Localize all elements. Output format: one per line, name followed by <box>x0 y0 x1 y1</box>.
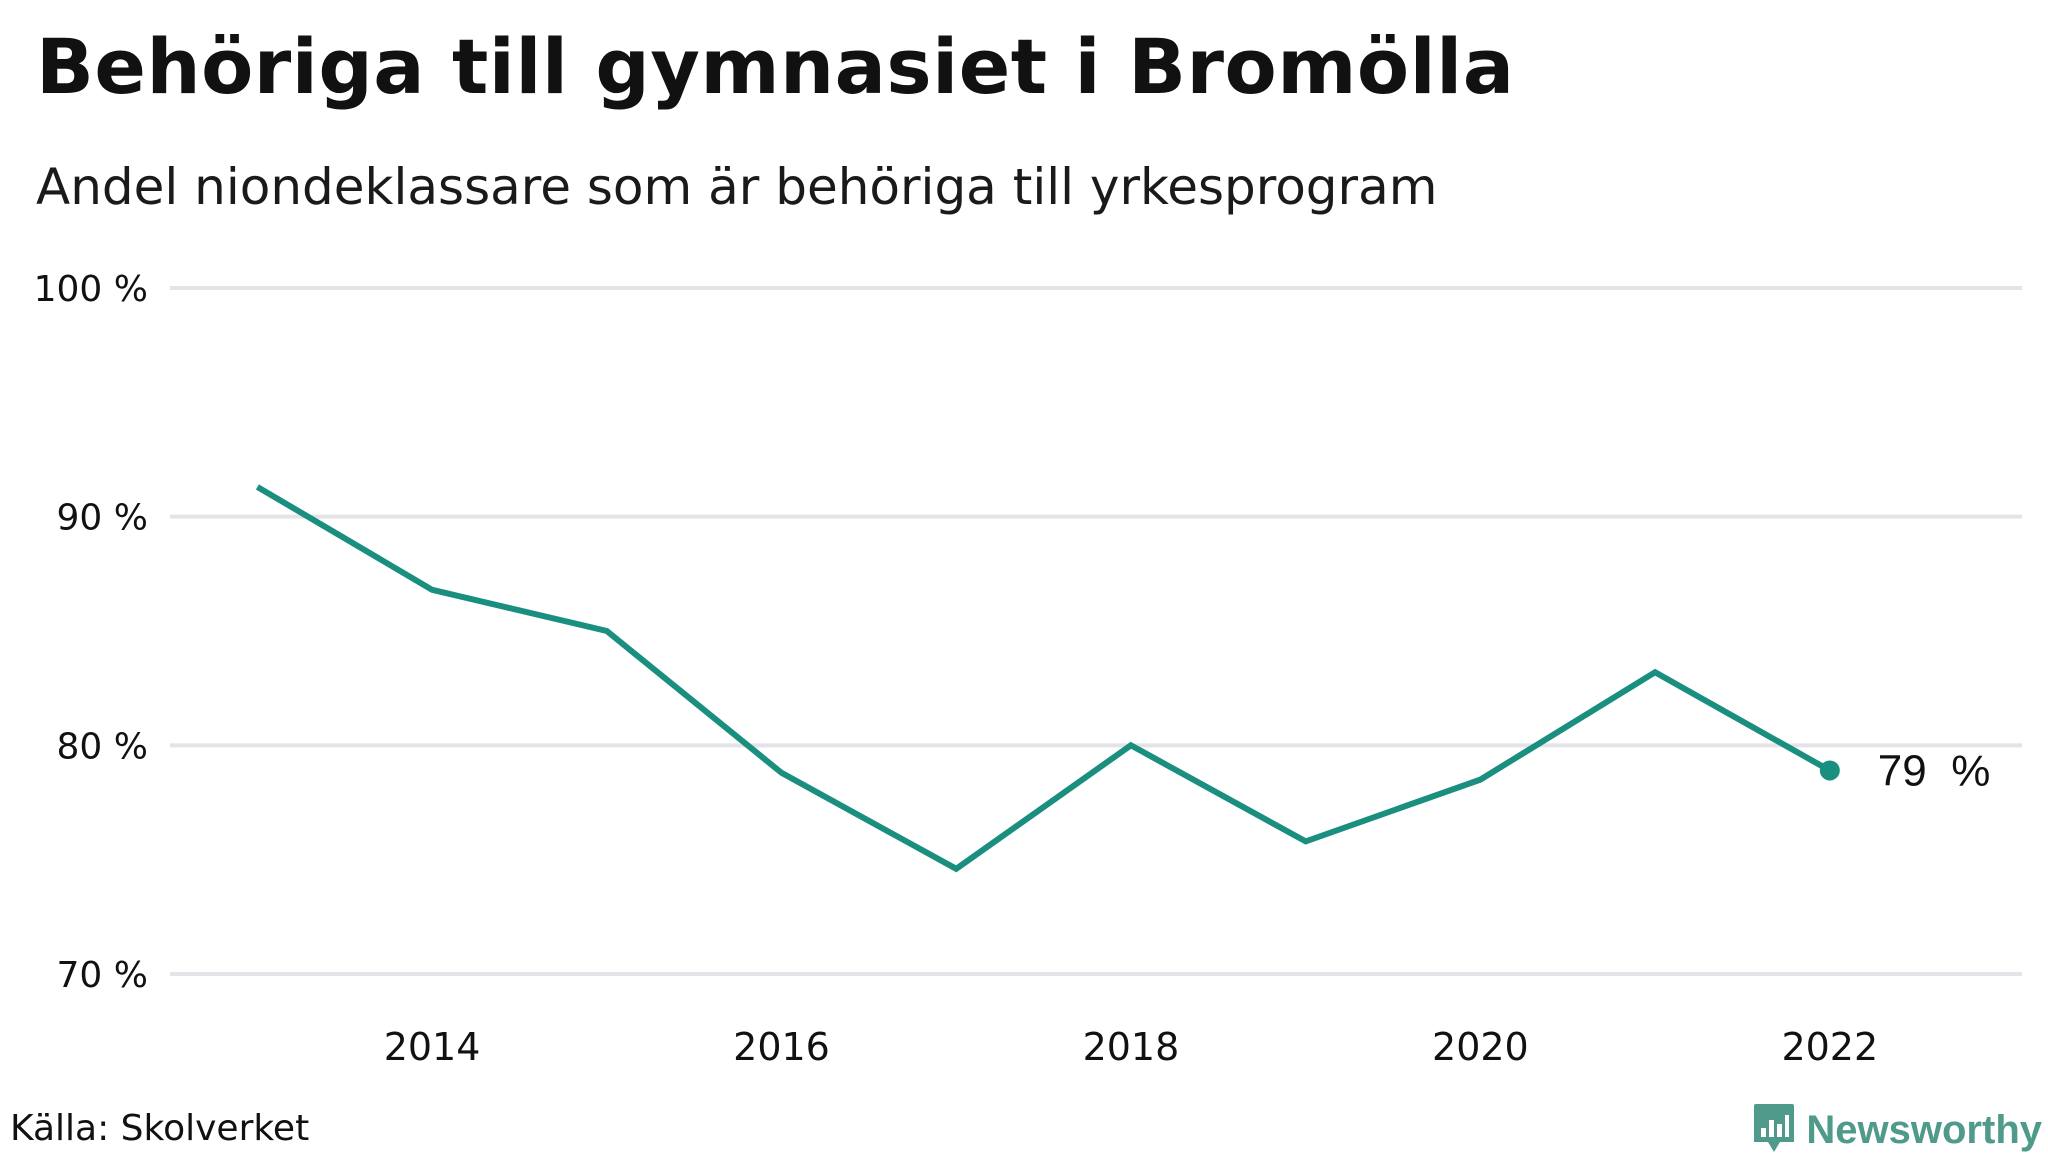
chart-title: Behöriga till gymnasiet i Bromölla <box>36 22 1515 111</box>
series-line <box>255 484 1832 873</box>
x-tick-label: 2016 <box>733 1025 830 1069</box>
x-tick-label: 2014 <box>384 1025 481 1069</box>
brand-name: Newsworthy <box>1806 1107 2042 1152</box>
grid-lines <box>170 286 2022 976</box>
newsworthy-logo-icon <box>1752 1102 1796 1158</box>
x-tick-label: 2020 <box>1432 1025 1529 1069</box>
source-note: Källa: Skolverket <box>10 1108 310 1149</box>
y-tick-label: 90 % <box>57 498 148 539</box>
x-tick-label: 2022 <box>1781 1025 1878 1069</box>
end-point-marker <box>1819 760 1840 781</box>
end-value-label: 79 % <box>1878 746 1991 795</box>
y-tick-label: 80 % <box>57 726 148 767</box>
x-tick-label: 2018 <box>1083 1025 1180 1069</box>
y-axis-tick-labels: 70 % 80 % 90 % 100 % <box>34 269 148 996</box>
brand-logo: Newsworthy <box>1752 1102 2042 1158</box>
chart-subtitle: Andel niondeklassare som är behöriga til… <box>36 158 1438 216</box>
y-tick-label: 100 % <box>34 269 148 310</box>
x-axis-tick-labels: 2014 2016 2018 2020 2022 <box>384 1025 1878 1069</box>
series-layer: 79 % <box>255 484 1991 873</box>
y-tick-label: 70 % <box>57 955 148 996</box>
